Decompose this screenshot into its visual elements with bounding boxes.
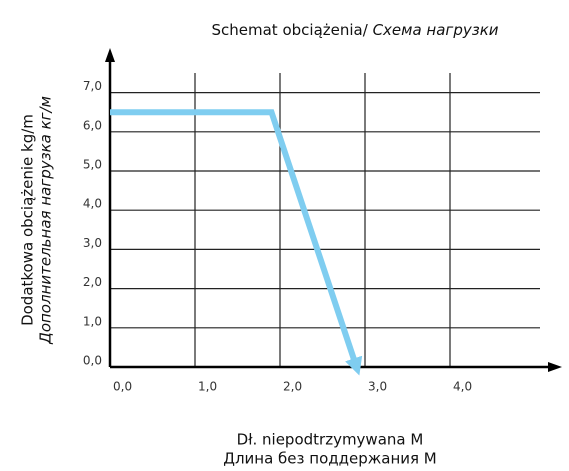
x-tick-label: 1,0 [198, 380, 217, 394]
x-axis-label: Dł. niepodtrzymywana M [237, 431, 424, 449]
x-axis-label: Длина без поддержания M [223, 450, 437, 468]
y-axis-label: Дополнительная нагрузка кг/м [37, 96, 55, 345]
y-tick-label: 5,0 [83, 158, 102, 172]
y-tick-label: 3,0 [83, 236, 102, 250]
y-axis-label: Dodatkowa obciążenie kg/m [19, 114, 37, 326]
x-tick-label: 3,0 [368, 380, 387, 394]
x-tick-label: 0,0 [113, 380, 132, 394]
x-axis-arrow [548, 362, 562, 372]
data-line [110, 109, 363, 376]
y-axis-arrow [105, 48, 115, 62]
x-tick-label: 4,0 [453, 380, 472, 394]
y-tick-label: 0,0 [83, 354, 102, 368]
y-tick-label: 6,0 [83, 118, 102, 132]
y-tick-label: 4,0 [83, 197, 102, 211]
y-tick-label: 7,0 [83, 79, 102, 93]
title-pl: Schemat obciążenia/ [212, 21, 369, 39]
chart-title: Schemat obciążenia/ Схема нагрузки [212, 21, 499, 39]
x-tick-label: 2,0 [283, 380, 302, 394]
y-tick-label: 2,0 [83, 275, 102, 289]
y-tick-label: 1,0 [83, 314, 102, 328]
title-ru: Схема нагрузки [373, 21, 499, 39]
